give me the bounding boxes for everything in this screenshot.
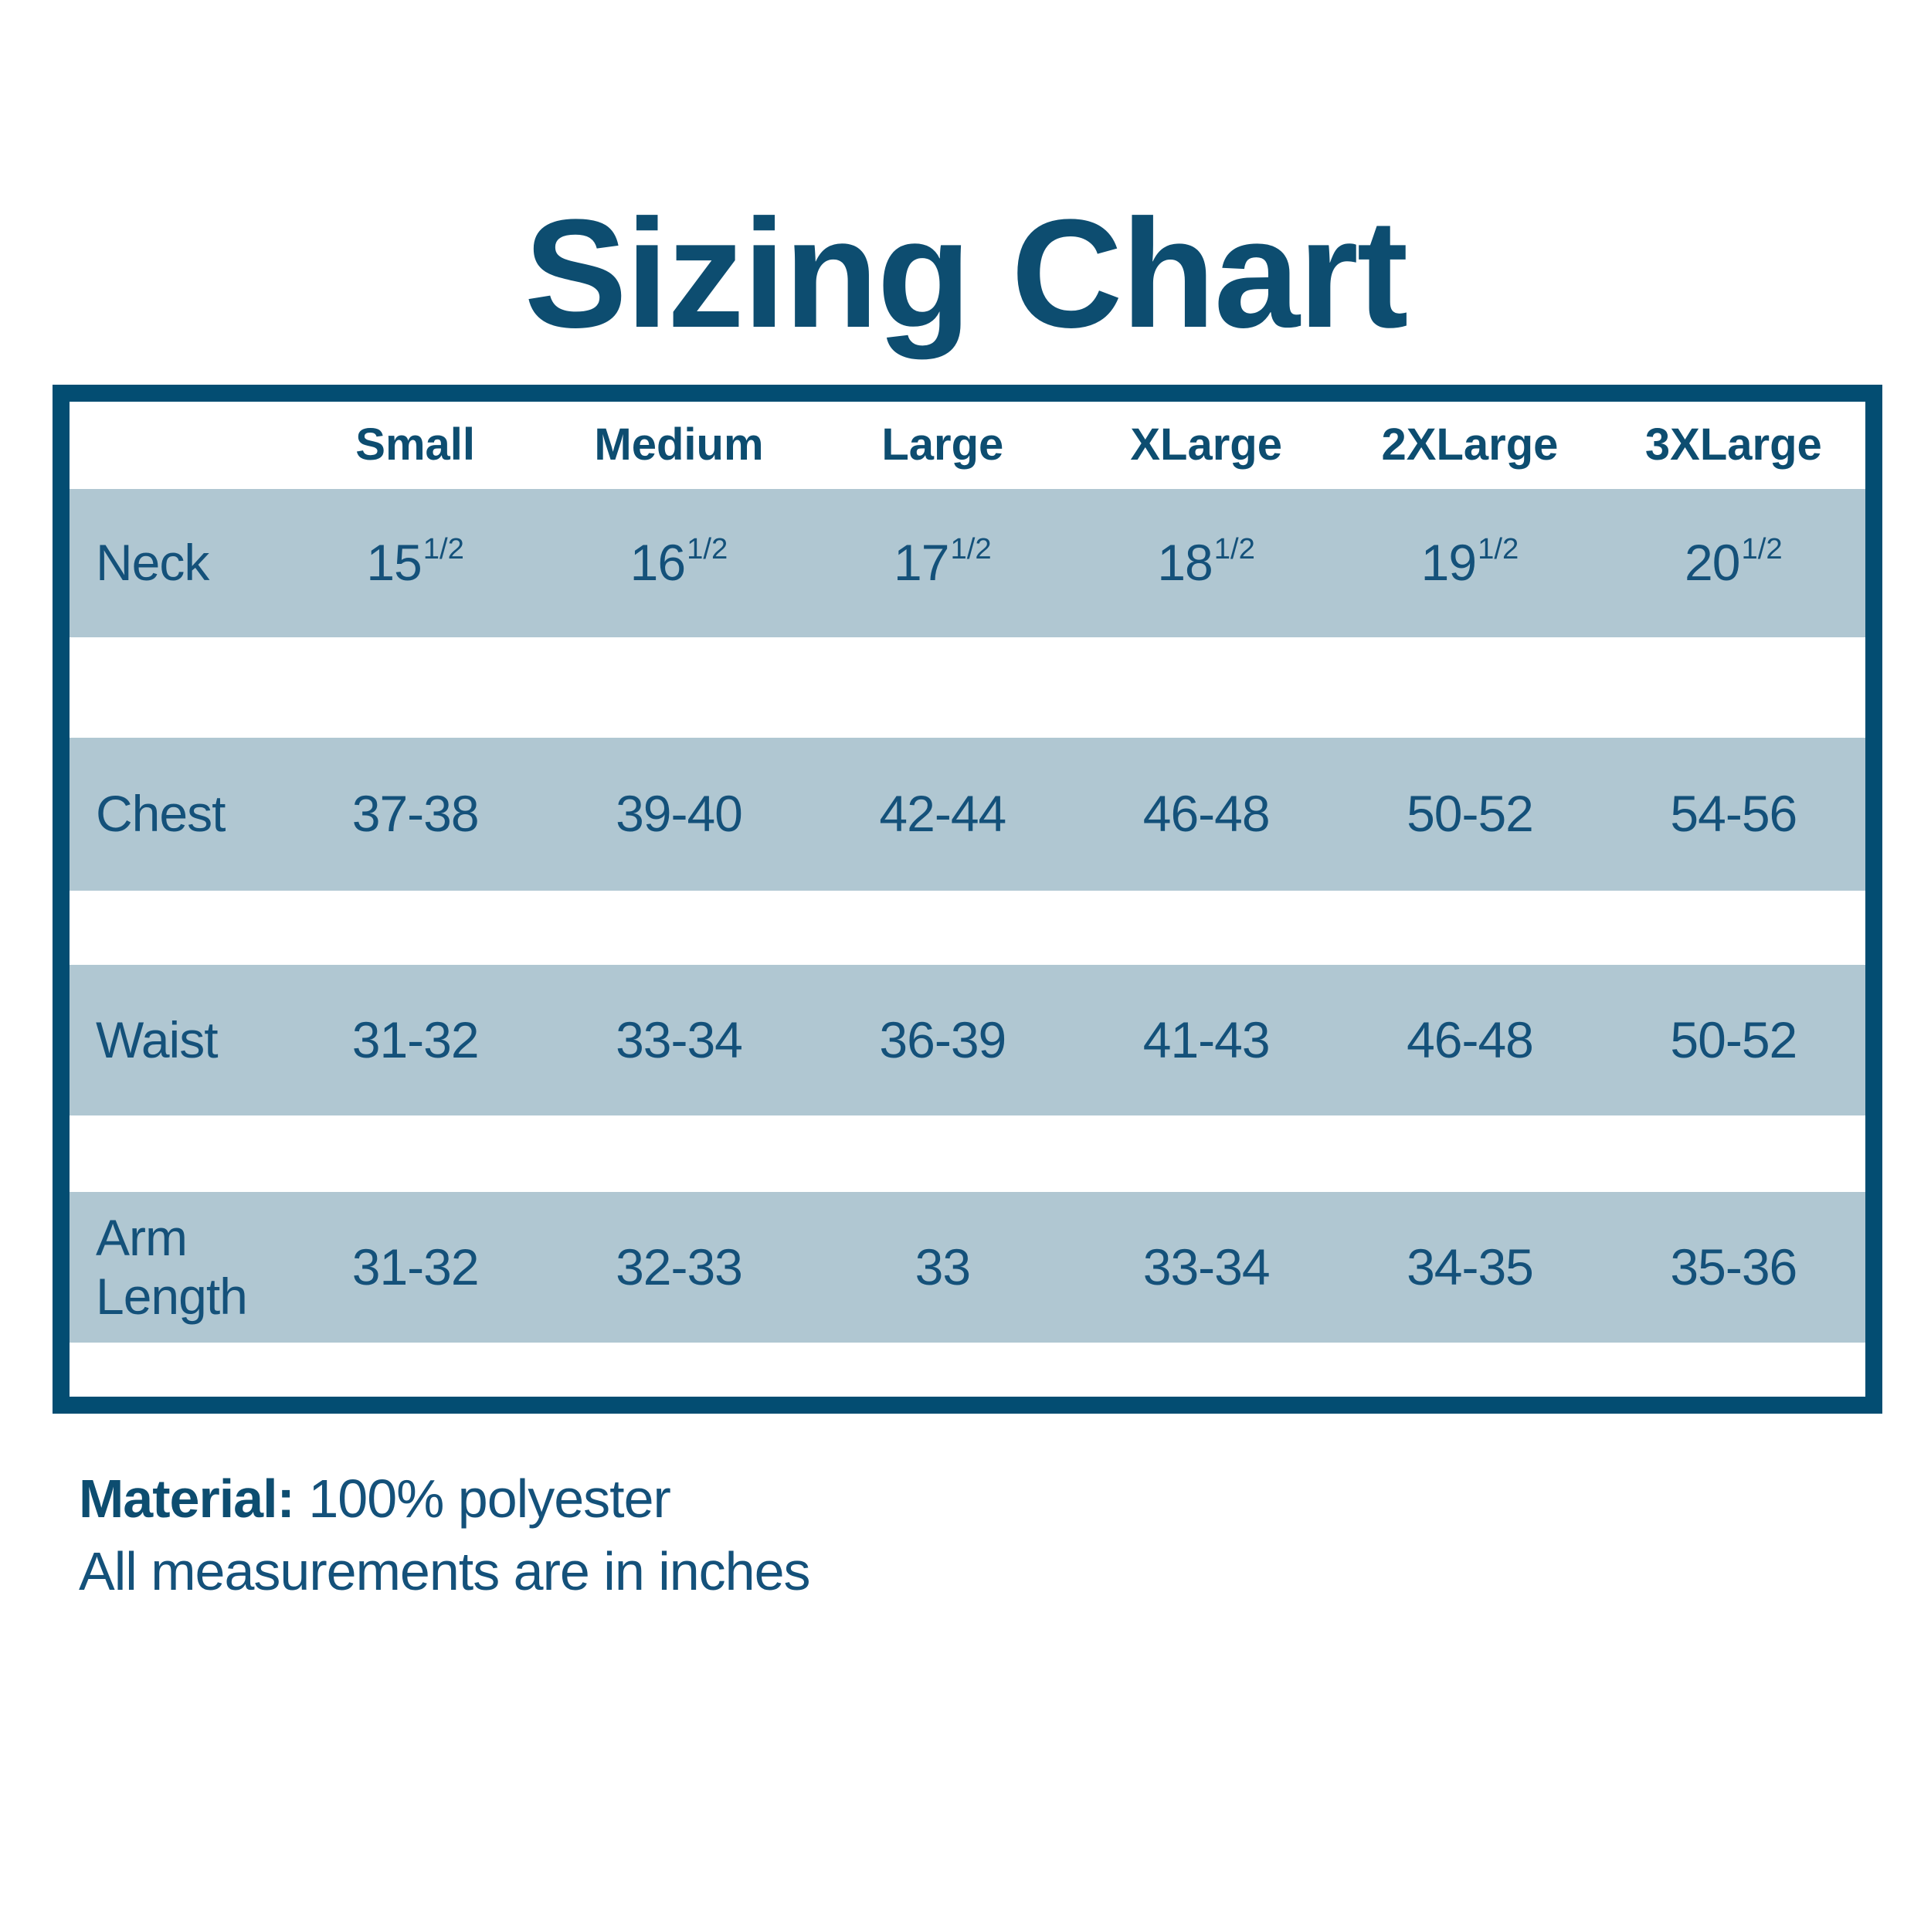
table-cell-arm-large: 33 (915, 1238, 971, 1295)
table-row-neck: Neck 151/2 161/2 171/2 181/2 191/2 201/2 (70, 489, 1865, 637)
material-value: 100% polyester (308, 1469, 671, 1529)
fraction-sup: 1/2 (950, 532, 992, 566)
column-header-small: Small (355, 419, 476, 470)
column-header-medium: Medium (594, 419, 764, 470)
footer-notes: Material: 100% polyester All measurement… (79, 1462, 811, 1608)
row-label-neck: Neck (96, 534, 209, 592)
table-cell-arm-xlarge: 33-34 (1142, 1238, 1271, 1295)
fraction-sup: 1/2 (423, 532, 464, 566)
table-cell-neck-3xlarge: 201/2 (1685, 532, 1783, 592)
table-cell-waist-xlarge: 41-43 (1142, 1010, 1271, 1068)
table-cell-neck-small: 151/2 (366, 532, 464, 592)
row-label-chest: Chest (96, 785, 226, 843)
table-cell-chest-xlarge: 46-48 (1142, 785, 1271, 843)
row-label-arm-length: Arm Length (96, 1208, 248, 1325)
table-row-chest: Chest 37-38 39-40 42-44 46-48 50-52 54-5… (70, 738, 1865, 891)
table-cell-arm-2xlarge: 34-35 (1407, 1238, 1534, 1295)
column-header-large: Large (881, 419, 1004, 470)
table-cell-waist-small: 31-32 (351, 1010, 480, 1068)
row-gap (70, 1115, 1865, 1192)
table-cell-arm-small: 31-32 (351, 1238, 480, 1295)
table-cell-arm-3xlarge: 35-36 (1670, 1238, 1797, 1295)
fraction-sup: 1/2 (1213, 532, 1255, 566)
sizing-table: Small Medium Large XLarge 2XLarge 3XLarg… (53, 385, 1882, 1414)
row-label-waist: Waist (96, 1010, 219, 1068)
row-gap (70, 891, 1865, 965)
table-header-row: Small Medium Large XLarge 2XLarge 3XLarg… (70, 402, 1865, 489)
table-row-arm-length: Arm Length 31-32 32-33 33 33-34 34-35 35… (70, 1192, 1865, 1343)
table-cell-waist-large: 36-39 (879, 1010, 1006, 1068)
material-label: Material: (79, 1469, 295, 1529)
material-note: Material: 100% polyester (79, 1462, 810, 1535)
row-gap (70, 637, 1865, 738)
fraction-sup: 1/2 (1478, 532, 1519, 566)
table-cell-chest-large: 42-44 (879, 785, 1006, 843)
table-cell-neck-xlarge: 181/2 (1157, 532, 1255, 592)
fraction-sup: 1/2 (687, 532, 728, 566)
table-cell-chest-2xlarge: 50-52 (1407, 785, 1534, 843)
table-cell-chest-3xlarge: 54-56 (1670, 785, 1797, 843)
table-cell-waist-3xlarge: 50-52 (1670, 1010, 1797, 1068)
table-cell-neck-large: 171/2 (894, 532, 992, 592)
page-title: Sizing Chart (524, 188, 1409, 360)
table-cell-chest-small: 37-38 (351, 785, 480, 843)
fraction-sup: 1/2 (1741, 532, 1783, 566)
column-header-2xlarge: 2XLarge (1381, 419, 1559, 470)
table-cell-neck-2xlarge: 191/2 (1420, 532, 1519, 592)
column-header-3xlarge: 3XLarge (1644, 419, 1822, 470)
table-cell-chest-medium: 39-40 (616, 785, 743, 843)
units-note: All measurements are in inches (79, 1541, 811, 1601)
table-cell-arm-medium: 32-33 (616, 1238, 743, 1295)
table-row-waist: Waist 31-32 33-34 36-39 41-43 46-48 50-5… (70, 965, 1865, 1115)
table-cell-waist-medium: 33-34 (616, 1010, 743, 1068)
table-cell-waist-2xlarge: 46-48 (1407, 1010, 1534, 1068)
column-header-xlarge: XLarge (1130, 419, 1282, 470)
table-cell-neck-medium: 161/2 (630, 532, 728, 592)
